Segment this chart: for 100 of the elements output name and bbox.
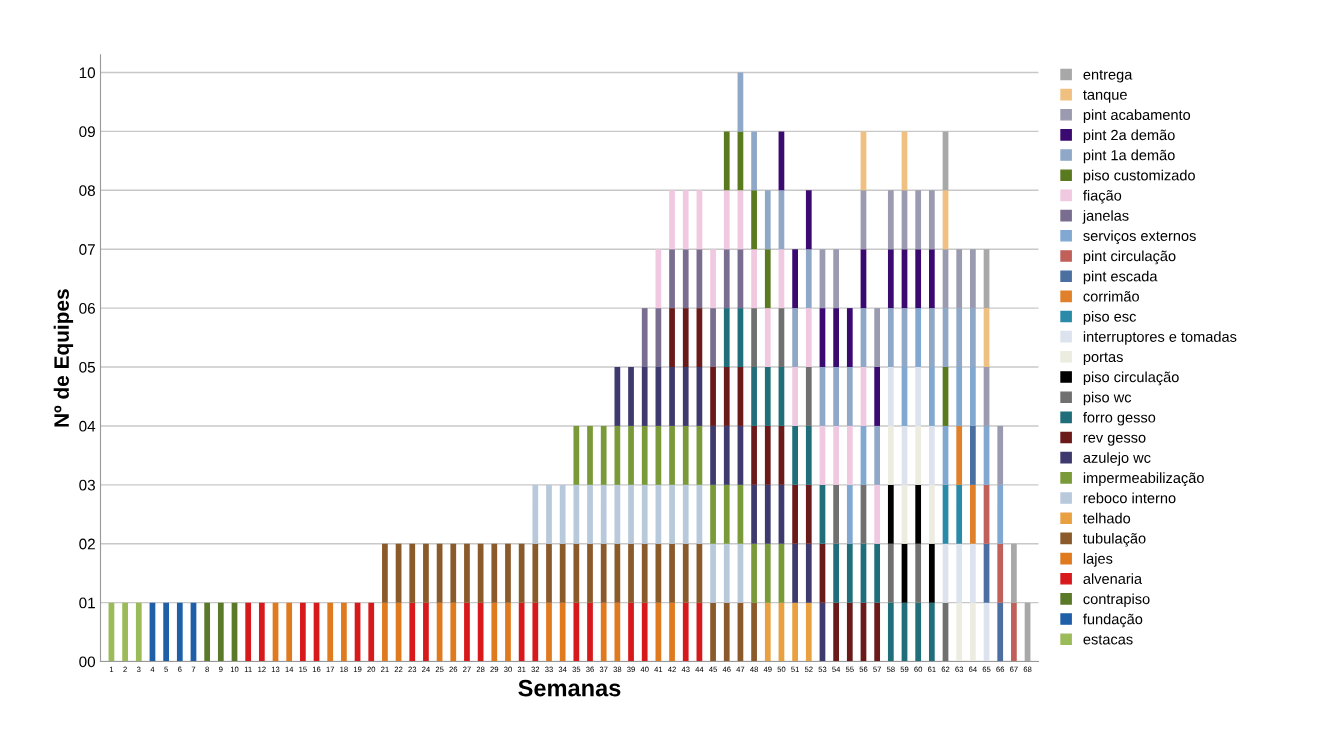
y-tick-label: 09: [79, 126, 95, 138]
bar: [669, 484, 675, 544]
bar: [887, 249, 894, 309]
bar: [751, 425, 757, 485]
x-axis-title: Semanas: [518, 679, 621, 697]
bar: [628, 425, 634, 485]
bar: [928, 367, 935, 426]
bar: [122, 602, 128, 662]
legend-label: forro gesso: [1083, 411, 1156, 426]
bar: [887, 484, 894, 544]
bar: [723, 367, 730, 426]
bar: [710, 249, 716, 309]
bar: [764, 190, 771, 250]
bar: [833, 543, 839, 603]
bar: [710, 308, 716, 368]
legend-label: alvenaria: [1083, 573, 1143, 584]
bar: [805, 602, 812, 662]
bar: [258, 602, 265, 662]
legend-label: pint acabamento: [1083, 109, 1191, 123]
legend-label: rev gesso: [1083, 434, 1146, 446]
bar: [833, 484, 839, 544]
bar: [751, 308, 757, 368]
bar: [546, 484, 552, 544]
y-tick-label: 05: [79, 361, 95, 373]
bar: [669, 308, 675, 368]
legend-label: contrapiso: [1083, 593, 1150, 608]
legend-label: lajes: [1083, 553, 1113, 567]
bar: [805, 425, 812, 485]
bar: [915, 425, 922, 485]
legend-label: azulejo wc: [1083, 452, 1151, 466]
bar: [573, 425, 580, 485]
bar: [928, 425, 935, 485]
bar: [491, 602, 498, 662]
bar: [559, 602, 566, 662]
bar: [956, 249, 963, 309]
bar: [518, 543, 525, 603]
legend-label: piso circulação: [1083, 371, 1179, 386]
legend-label: piso customizado: [1083, 169, 1195, 184]
bar: [805, 367, 812, 426]
bar: [805, 543, 812, 603]
bar: [915, 190, 922, 250]
bar: [846, 543, 853, 603]
bar: [764, 543, 771, 603]
bar: [300, 602, 306, 662]
bar: [710, 543, 716, 603]
bar: [970, 308, 976, 368]
legend-label: pint escada: [1083, 270, 1158, 285]
bar: [846, 367, 853, 426]
bar: [628, 543, 634, 603]
legend-label: pint circulação: [1083, 250, 1176, 265]
bar: [409, 543, 416, 603]
bar: [710, 425, 716, 485]
legend-label: piso wc: [1083, 391, 1132, 406]
bar: [559, 484, 566, 544]
bar: [970, 543, 976, 603]
bar: [491, 543, 498, 603]
legend-label: reboco interno: [1083, 492, 1176, 504]
bar: [833, 308, 839, 368]
bar: [723, 131, 730, 191]
bar: [956, 484, 963, 544]
bar: [874, 543, 881, 603]
bar: [682, 425, 689, 485]
y-axis-title: Nº de Equipes: [53, 289, 74, 427]
bar: [997, 425, 1004, 485]
bar: [833, 367, 839, 426]
legend-label: fundação: [1083, 613, 1143, 628]
y-tick-label: 06: [79, 302, 95, 314]
bar: [723, 190, 730, 250]
legend-label: estacas: [1083, 634, 1133, 645]
bar: [669, 249, 675, 309]
y-tick-label: 03: [79, 479, 95, 491]
bar: [915, 249, 922, 309]
legend-label: fiação: [1083, 189, 1122, 204]
bar: [245, 602, 252, 662]
bar: [204, 602, 211, 662]
bar: [805, 484, 812, 544]
bar: [874, 308, 881, 368]
bar: [423, 602, 429, 662]
bar: [970, 425, 976, 485]
bar: [970, 602, 976, 662]
bar: [956, 543, 963, 603]
bar: [1011, 602, 1017, 662]
legend-label: tanque: [1083, 90, 1127, 103]
bar: [546, 543, 552, 603]
bar: [846, 602, 853, 662]
bar: [587, 543, 593, 603]
legend-label: interruptores e tomadas: [1083, 331, 1237, 345]
bar: [546, 602, 552, 662]
bar: [682, 249, 689, 309]
bar: [751, 190, 757, 250]
bar: [764, 249, 771, 309]
legend-label: pint 1a demão: [1083, 149, 1175, 164]
bar: [970, 367, 976, 426]
bar: [928, 190, 935, 250]
bar: [559, 543, 566, 603]
bar: [505, 602, 511, 662]
bar: [135, 602, 142, 662]
bar: [723, 425, 730, 485]
bar: [833, 425, 839, 485]
bar: [532, 602, 539, 662]
